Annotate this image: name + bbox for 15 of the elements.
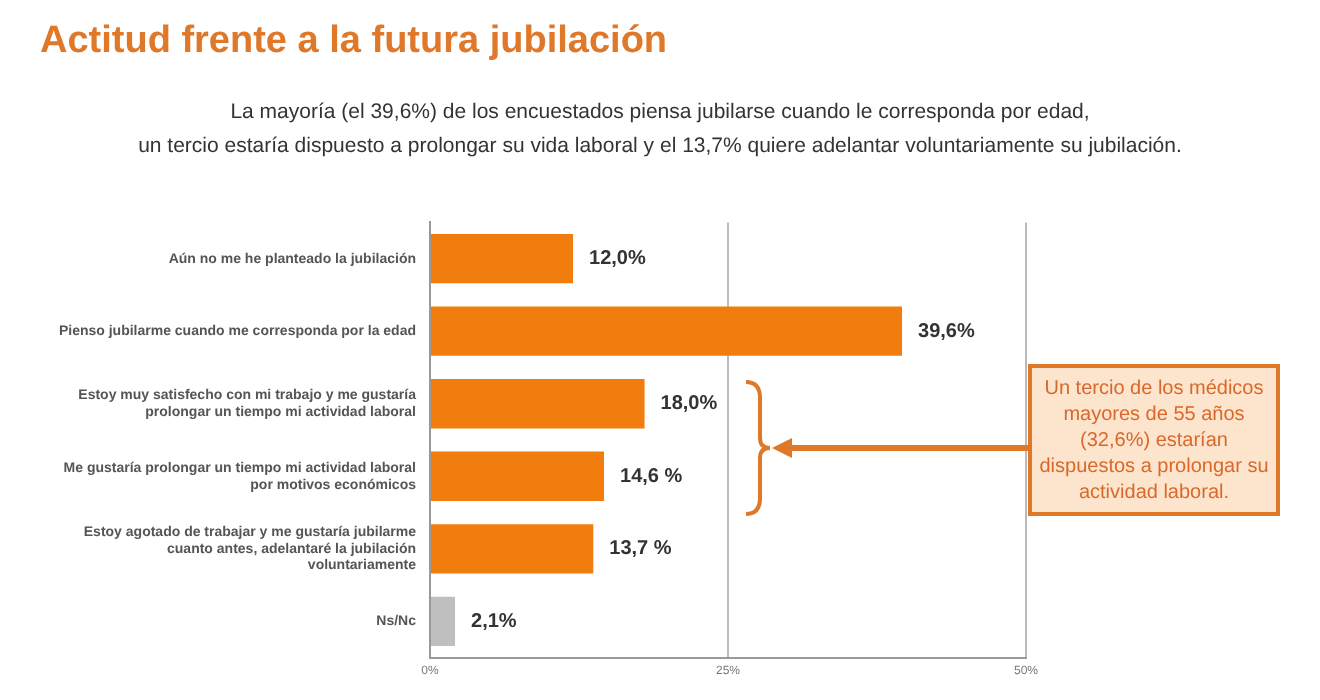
bar <box>431 451 605 501</box>
data-label: 39,6% <box>918 320 975 343</box>
bar <box>431 306 903 356</box>
bar <box>431 596 456 646</box>
data-label: 18,0% <box>660 393 718 416</box>
bar <box>431 379 645 429</box>
data-label: 13,7 % <box>609 538 672 561</box>
data-label: 12,0% <box>589 248 646 271</box>
chart-subtitle: La mayoría (el 39,6%) de los encuestados piensa jubilarse cuando le corresponda por edad, un tercio estaría dispuesto a prolongar su vida laboral y el 13,7% quiere adelantar voluntariamente su jubilación. <box>136 98 1184 162</box>
text: Un tercio de los médicos mayores de 55 años (32,6%) estarían dispuestos a prolongar su actividad laboral. <box>1028 364 1280 516</box>
bar <box>431 524 594 574</box>
data-label: 14,6 % <box>620 465 683 488</box>
bar <box>431 234 574 284</box>
data-label: 2,1% <box>471 610 517 633</box>
chart-title: Actitud frente a la futura jubilación <box>40 20 668 64</box>
